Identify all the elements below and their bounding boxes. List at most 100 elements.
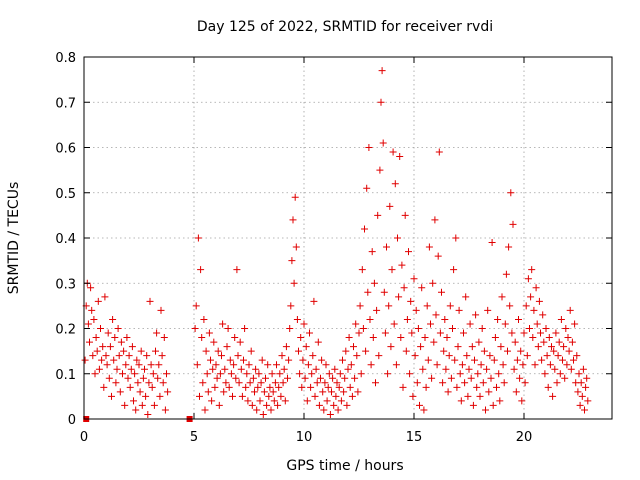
data-point [259, 410, 267, 418]
data-point [335, 383, 343, 391]
data-point [494, 315, 502, 323]
data-point [351, 374, 359, 382]
data-point [332, 392, 340, 400]
data-point [116, 388, 124, 396]
data-point [254, 383, 262, 391]
data-point [445, 352, 453, 360]
data-point [500, 379, 508, 387]
y-tick-label: 0.3 [55, 277, 76, 292]
data-point [161, 406, 169, 414]
data-point [427, 320, 434, 328]
data-point [431, 216, 439, 224]
data-point [102, 352, 110, 360]
data-point [544, 383, 552, 391]
data-point [309, 352, 317, 360]
data-point [191, 325, 199, 332]
data-point [523, 352, 531, 360]
data-point [418, 284, 426, 292]
data-point [460, 329, 467, 337]
data-point [509, 220, 517, 228]
data-point [522, 302, 530, 310]
data-point [530, 306, 538, 314]
data-point [483, 365, 491, 373]
data-point [132, 406, 140, 414]
data-point [480, 347, 488, 355]
data-point [527, 293, 535, 301]
data-point [236, 338, 244, 346]
data-point [452, 234, 460, 242]
data-point [147, 361, 155, 369]
data-point [134, 379, 142, 387]
data-point [328, 388, 335, 396]
data-point [222, 379, 230, 387]
data-point [554, 352, 562, 360]
data-point [410, 275, 418, 283]
data-point [247, 347, 255, 355]
data-point [381, 329, 389, 337]
data-point [391, 180, 399, 188]
data-point [423, 302, 431, 310]
data-point [145, 379, 153, 387]
data-point [249, 374, 257, 382]
data-point [240, 356, 247, 364]
data-point [347, 361, 355, 369]
data-point [122, 361, 130, 369]
data-point [142, 392, 150, 400]
data-point [582, 383, 590, 391]
data-point [197, 266, 205, 274]
data-point [396, 153, 404, 161]
x-tick-label: 5 [190, 430, 198, 445]
data-point [248, 401, 256, 409]
data-point [469, 401, 477, 409]
data-point [515, 315, 522, 323]
data-point [303, 397, 311, 405]
data-point [130, 397, 137, 405]
data-point [383, 243, 390, 251]
data-point [297, 334, 305, 342]
data-point [286, 325, 294, 332]
data-point [363, 184, 371, 192]
data-point [463, 352, 471, 360]
data-point [218, 352, 225, 360]
y-tick-label: 0 [68, 413, 76, 428]
data-point [200, 315, 208, 323]
data-point [476, 392, 484, 400]
data-point [575, 370, 583, 378]
data-point [281, 397, 289, 405]
data-point [364, 288, 372, 296]
data-point [359, 325, 367, 332]
data-point [256, 397, 264, 405]
data-point [535, 297, 543, 305]
data-point [524, 275, 532, 283]
data-point [208, 397, 216, 405]
data-point [451, 356, 459, 364]
data-point [443, 334, 451, 342]
data-point [567, 365, 575, 373]
data-point [358, 266, 366, 274]
data-point [512, 388, 520, 396]
data-point [127, 365, 135, 373]
data-point [295, 347, 302, 355]
data-point [137, 347, 145, 355]
data-point [201, 406, 209, 414]
data-point [520, 329, 528, 337]
data-point [215, 401, 223, 409]
data-point [230, 361, 238, 369]
data-point [313, 379, 321, 387]
data-point [485, 388, 493, 396]
data-point [475, 338, 483, 346]
data-point [438, 288, 445, 296]
data-point [538, 356, 546, 364]
y-tick-label: 0.6 [55, 142, 76, 157]
data-point [532, 284, 540, 292]
data-point [416, 401, 423, 409]
data-point [268, 370, 276, 378]
data-point [198, 334, 206, 342]
data-point [155, 361, 163, 369]
data-point [408, 329, 416, 337]
data-point [93, 347, 101, 355]
data-point [103, 361, 111, 369]
data-point [517, 347, 525, 355]
data-point [446, 302, 454, 310]
data-point [384, 370, 392, 378]
